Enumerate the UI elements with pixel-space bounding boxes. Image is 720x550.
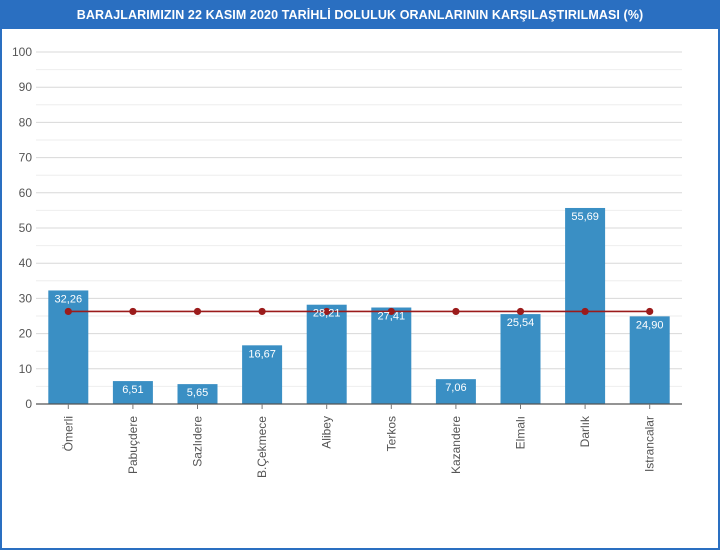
average-point[interactable] [387,307,395,316]
average-point[interactable] [129,307,137,316]
bar[interactable] [177,384,218,404]
y-tick-label: 90 [19,80,33,94]
average-point[interactable] [581,307,589,316]
bar[interactable] [48,290,89,404]
y-tick-label: 60 [19,186,33,200]
y-tick-label: 30 [19,291,33,305]
average-point[interactable] [193,307,202,316]
data-label: 55,69 [571,211,599,223]
bar[interactable] [112,381,153,404]
data-label: 7,06 [445,382,466,394]
data-label: 28,21 [313,308,341,320]
data-label: 27,41 [378,311,406,323]
data-label: 24,90 [636,319,664,331]
average-point[interactable] [646,307,654,316]
bar[interactable] [629,316,670,404]
y-tick-label: 10 [19,362,33,376]
y-tick-label: 0 [25,397,32,411]
data-label: 32,26 [55,293,83,305]
bar[interactable] [565,207,606,404]
average-point[interactable] [452,307,460,316]
y-tick-label: 20 [19,327,33,341]
category-label: Ömerli [61,416,75,451]
bar[interactable] [371,307,412,404]
average-point[interactable] [258,307,266,316]
category-label: Sazlıdere [191,416,205,467]
chart-title: BARAJLARIMIZIN 22 KASIM 2020 TARİHLİ DOL… [2,2,718,29]
bar[interactable] [435,379,476,404]
average-point[interactable] [64,307,72,316]
y-tick-label: 40 [19,256,33,270]
data-label: 16,67 [248,348,276,360]
y-tick-label: 80 [19,115,33,129]
category-label: Alibey [320,416,334,449]
data-label: 5,65 [187,387,208,399]
category-label: Kazandere [449,416,463,474]
bar[interactable] [306,304,347,404]
category-label: Terkos [384,416,398,451]
category-label: Istrancalar [643,416,657,472]
y-tick-label: 50 [19,221,33,235]
y-tick-label: 100 [12,45,32,59]
bar[interactable] [242,345,283,404]
category-label: B.Çekmece [255,416,269,478]
bar[interactable] [500,314,541,404]
category-label: Elmalı [514,416,528,449]
category-label: Pabuçdere [126,416,140,474]
y-tick-label: 70 [19,151,33,165]
data-label: 6,51 [122,384,143,396]
average-point[interactable] [516,307,525,316]
average-point[interactable] [323,307,331,316]
category-label: Darlık [578,415,592,447]
data-label: 25,54 [507,317,535,329]
